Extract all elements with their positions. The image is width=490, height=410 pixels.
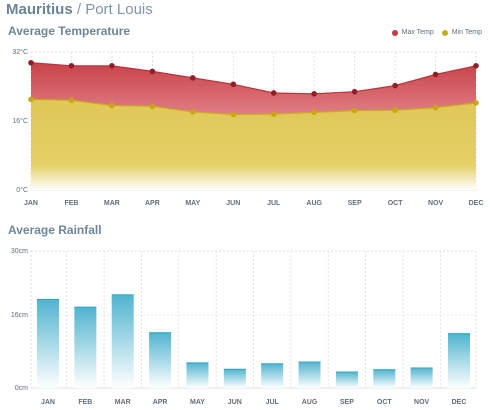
rain-xtick-label: MAR xyxy=(115,399,131,406)
min-temp-point[interactable] xyxy=(68,97,75,104)
rainfall-chart: 0cm 16cm 30cm JAN FEB MAR APR MAY JUN JUL AUG SEP OC… xyxy=(11,248,477,406)
max-temp-point[interactable] xyxy=(190,75,196,81)
rain-xtick-label: FEB xyxy=(78,399,92,406)
temp-xtick-label: MAY xyxy=(185,200,200,207)
temperature-title: Average Temperature xyxy=(8,24,131,38)
rain-bar[interactable] xyxy=(186,362,209,388)
rain-bar[interactable] xyxy=(74,306,97,388)
rain-xtick-label: AUG xyxy=(302,399,318,406)
temp-xtick-label: SEP xyxy=(348,200,362,207)
city-name: Port Louis xyxy=(85,1,153,18)
rain-xtick-label: APR xyxy=(153,399,168,406)
temperature-chart: 0°C 16°C 32°C JAN FEB MAR APR MAY JUN JUL AUG SEP OC… xyxy=(12,48,483,207)
rain-xtick-label: JAN xyxy=(41,399,55,406)
temp-xtick-label: AUG xyxy=(306,200,322,207)
legend-item-min[interactable]: Min Temp xyxy=(441,29,482,36)
rain-xtick-label: OCT xyxy=(377,399,393,406)
min-temp-point[interactable] xyxy=(149,103,156,110)
min-temp-point[interactable] xyxy=(109,102,115,109)
temp-xtick-label: OCT xyxy=(388,200,404,207)
rain-bar[interactable] xyxy=(223,368,246,388)
rain-bar[interactable] xyxy=(448,333,470,388)
legend-label-max: Max Temp xyxy=(401,29,434,36)
page-title: Mauritius / Port Louis xyxy=(6,1,153,18)
rain-bar[interactable] xyxy=(261,363,284,388)
rain-ytick-label: 16cm xyxy=(11,312,28,319)
max-temp-point[interactable] xyxy=(392,82,398,89)
rain-bar[interactable] xyxy=(373,369,396,388)
rain-bar[interactable] xyxy=(149,332,172,388)
temp-ytick-label: 0°C xyxy=(16,186,28,194)
temp-xtick-label: JAN xyxy=(24,200,38,207)
min-temp-point[interactable] xyxy=(311,109,317,116)
min-temp-point[interactable] xyxy=(230,111,237,118)
max-temp-point[interactable] xyxy=(311,91,317,97)
max-temp-point[interactable] xyxy=(109,63,115,69)
temp-xtick-label: APR xyxy=(145,200,160,207)
min-temp-point[interactable] xyxy=(270,111,277,117)
min-temp-line xyxy=(30,98,477,116)
min-temp-point[interactable] xyxy=(392,107,398,114)
rain-bar[interactable] xyxy=(298,361,321,388)
rain-ytick-label: 30cm xyxy=(11,248,28,255)
max-temp-point[interactable] xyxy=(230,81,237,88)
max-temp-line xyxy=(30,62,477,95)
rain-xtick-label: DEC xyxy=(452,399,467,406)
legend-dot-max-icon xyxy=(391,29,398,36)
legend-dot-min-icon xyxy=(441,29,448,36)
temp-ytick-label: 16°C xyxy=(12,117,28,125)
temp-xtick-label: FEB xyxy=(64,200,78,207)
temp-xtick-label: DEC xyxy=(469,200,484,207)
rain-bar[interactable] xyxy=(335,371,358,388)
min-temp-point[interactable] xyxy=(190,109,196,115)
max-temp-area xyxy=(31,62,476,115)
rain-xtick-label: SEP xyxy=(340,399,354,406)
max-temp-point[interactable] xyxy=(351,88,358,95)
rain-bar[interactable] xyxy=(111,294,134,388)
temperature-legend: Max Temp Min Temp xyxy=(391,29,482,36)
max-temp-point[interactable] xyxy=(28,59,34,66)
temp-xtick-label: MAR xyxy=(104,200,120,207)
legend-item-max[interactable]: Max Temp xyxy=(391,29,434,36)
min-temp-point[interactable] xyxy=(28,96,34,103)
title-separator: / xyxy=(76,1,82,18)
max-temp-point[interactable] xyxy=(432,71,439,78)
rain-xtick-label: JUL xyxy=(266,399,280,406)
rain-bar[interactable] xyxy=(37,298,59,388)
temp-ytick-label: 32°C xyxy=(12,48,28,56)
rain-xtick-label: MAY xyxy=(190,399,205,406)
rain-ytick-label: 0cm xyxy=(15,385,28,392)
min-temp-point[interactable] xyxy=(432,104,439,111)
max-temp-point[interactable] xyxy=(68,63,75,69)
max-temp-point[interactable] xyxy=(149,68,156,75)
max-temp-point[interactable] xyxy=(270,90,277,96)
rain-bar[interactable] xyxy=(410,367,433,388)
min-temp-point[interactable] xyxy=(351,107,358,114)
legend-label-min: Min Temp xyxy=(451,29,482,36)
min-temp-point[interactable] xyxy=(473,100,479,106)
max-temp-point[interactable] xyxy=(473,63,479,69)
temp-xtick-label: JUL xyxy=(267,200,281,207)
temp-xtick-label: NOV xyxy=(428,200,444,207)
country-name: Mauritius xyxy=(6,1,73,18)
rainfall-title: Average Rainfall xyxy=(8,223,102,237)
rain-xtick-label: JUN xyxy=(228,399,242,406)
temp-xtick-label: JUN xyxy=(226,200,240,207)
rain-xtick-label: NOV xyxy=(414,399,430,406)
min-temp-area xyxy=(31,99,476,190)
